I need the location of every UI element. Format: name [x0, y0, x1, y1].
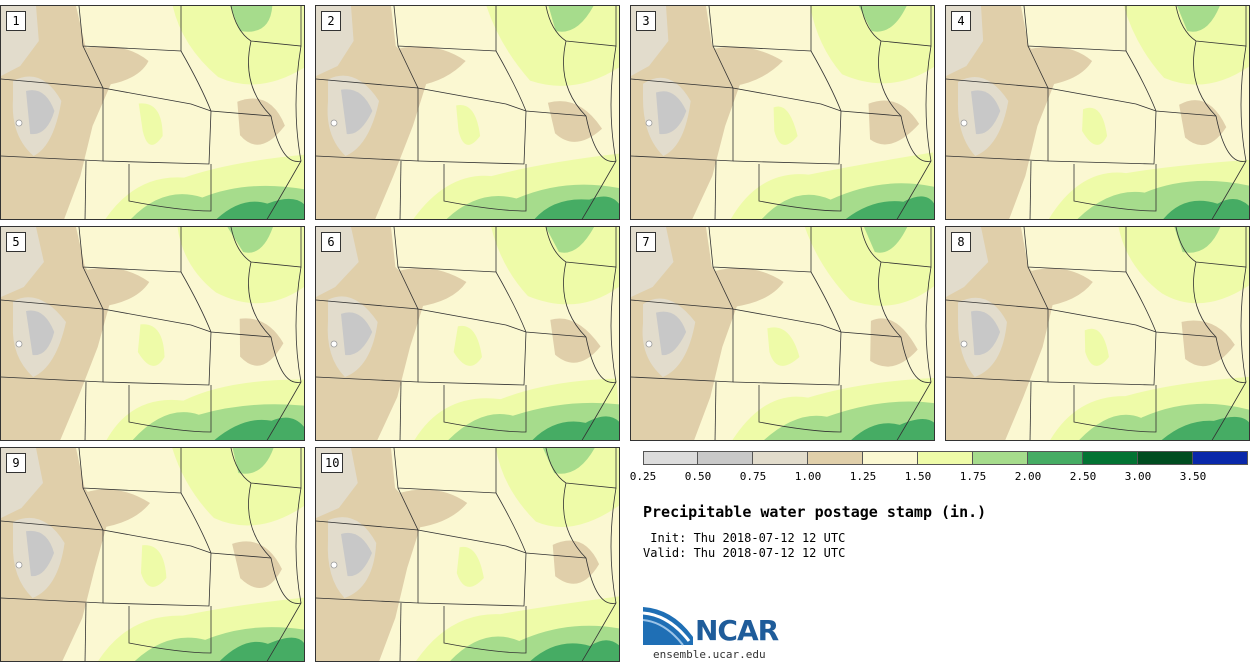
colorbar-tick-label: 1.25	[849, 470, 877, 483]
colorbar-swatch	[1138, 451, 1193, 465]
ensemble-member-map: 4	[945, 5, 1250, 220]
member-number-label: 6	[321, 232, 341, 252]
ensemble-member-map: 1	[0, 5, 305, 220]
colorbar-tick-label: 1.75	[959, 470, 987, 483]
precip-field-map	[946, 6, 1249, 219]
precip-field-map	[316, 6, 619, 219]
member-number-label: 2	[321, 11, 341, 31]
ensemble-member-map: 10	[315, 447, 620, 662]
member-number-label: 1	[6, 11, 26, 31]
precip-field-map	[631, 6, 934, 219]
chart-title: Precipitable water postage stamp (in.)	[643, 503, 987, 521]
ensemble-member-map: 3	[630, 5, 935, 220]
precip-field-map	[946, 227, 1249, 440]
colorbar-swatch	[808, 451, 863, 465]
member-number-label: 5	[6, 232, 26, 252]
member-number-label: 10	[321, 453, 344, 473]
colorbar-swatch	[973, 451, 1028, 465]
colorbar-tick-label: 0.50	[684, 470, 712, 483]
colorbar-tick-label: 3.00	[1124, 470, 1152, 483]
ensemble-member-map: 6	[315, 226, 620, 441]
colorbar-swatch	[643, 451, 698, 465]
ensemble-member-map: 8	[945, 226, 1250, 441]
init-time: Init: Thu 2018-07-12 12 UTC	[643, 531, 846, 545]
precip-field-map	[1, 448, 304, 661]
colorbar-swatch	[753, 451, 808, 465]
member-number-label: 7	[636, 232, 656, 252]
colorbar-swatch	[1028, 451, 1083, 465]
precip-field-map	[1, 227, 304, 440]
ensemble-member-map: 5	[0, 226, 305, 441]
precip-field-map	[631, 227, 934, 440]
precip-field-map	[316, 448, 619, 661]
colorbar-swatch	[918, 451, 973, 465]
colorbar-tick-label: 2.00	[1014, 470, 1042, 483]
colorbar-swatch	[1083, 451, 1138, 465]
member-number-label: 3	[636, 11, 656, 31]
colorbar-tick-label: 2.50	[1069, 470, 1097, 483]
ensemble-member-map: 9	[0, 447, 305, 662]
member-number-label: 9	[6, 453, 26, 473]
precip-field-map	[316, 227, 619, 440]
precip-field-map	[1, 6, 304, 219]
logo-name: NCAR	[695, 614, 779, 647]
precipitable-water-colorbar	[643, 451, 1248, 465]
valid-time: Valid: Thu 2018-07-12 12 UTC	[643, 546, 846, 560]
ensemble-member-map: 7	[630, 226, 935, 441]
colorbar-tick-label: 1.00	[794, 470, 822, 483]
ensemble-member-map: 2	[315, 5, 620, 220]
colorbar-swatch	[1193, 451, 1248, 465]
member-number-label: 4	[951, 11, 971, 31]
logo-url[interactable]: ensemble.ucar.edu	[653, 648, 766, 661]
ncar-logo-icon	[643, 607, 693, 646]
colorbar-tick-label: 0.75	[739, 470, 767, 483]
colorbar-tick-label: 3.50	[1179, 470, 1207, 483]
colorbar-swatch	[698, 451, 753, 465]
colorbar-tick-label: 0.25	[629, 470, 657, 483]
colorbar-swatch	[863, 451, 918, 465]
colorbar-tick-label: 1.50	[904, 470, 932, 483]
member-number-label: 8	[951, 232, 971, 252]
